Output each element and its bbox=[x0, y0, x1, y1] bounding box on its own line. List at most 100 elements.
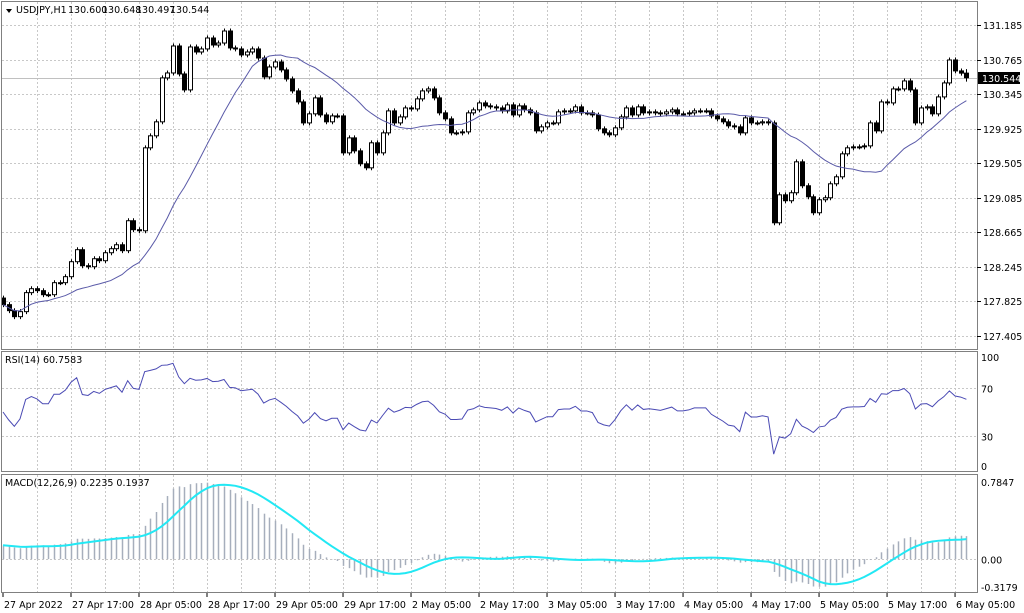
candle[interactable] bbox=[199, 46, 204, 55]
candle[interactable] bbox=[698, 108, 703, 114]
candle[interactable] bbox=[126, 218, 131, 254]
candle[interactable] bbox=[381, 130, 386, 156]
candle[interactable] bbox=[69, 259, 74, 280]
candle[interactable] bbox=[964, 69, 969, 82]
candle[interactable] bbox=[772, 120, 777, 226]
candle[interactable] bbox=[840, 151, 845, 180]
candle[interactable] bbox=[80, 247, 85, 269]
candle[interactable] bbox=[551, 120, 556, 126]
candle[interactable] bbox=[137, 227, 142, 234]
candle[interactable] bbox=[494, 104, 499, 111]
candle[interactable] bbox=[426, 86, 431, 94]
candle[interactable] bbox=[641, 104, 646, 116]
candle[interactable] bbox=[177, 43, 182, 77]
candle[interactable] bbox=[823, 195, 828, 203]
candle[interactable] bbox=[347, 135, 352, 156]
candle[interactable] bbox=[675, 107, 680, 117]
candle[interactable] bbox=[936, 94, 941, 117]
candle[interactable] bbox=[488, 103, 493, 110]
candle[interactable] bbox=[670, 107, 675, 115]
candle[interactable] bbox=[239, 46, 244, 58]
candle[interactable] bbox=[250, 46, 255, 55]
candle[interactable] bbox=[369, 140, 374, 171]
candle[interactable] bbox=[743, 115, 748, 136]
candle[interactable] bbox=[420, 88, 425, 102]
main-price-panel[interactable] bbox=[1, 1, 978, 350]
candle[interactable] bbox=[545, 120, 550, 130]
candle[interactable] bbox=[279, 59, 284, 73]
candle[interactable] bbox=[284, 67, 289, 82]
candle[interactable] bbox=[97, 256, 102, 264]
candle[interactable] bbox=[817, 197, 822, 216]
candle[interactable] bbox=[783, 192, 788, 204]
candle[interactable] bbox=[114, 242, 119, 252]
candle[interactable] bbox=[63, 274, 68, 286]
candle[interactable] bbox=[862, 143, 867, 150]
candle[interactable] bbox=[721, 116, 726, 125]
candle[interactable] bbox=[109, 246, 114, 256]
candle[interactable] bbox=[24, 290, 29, 315]
candle[interactable] bbox=[335, 113, 340, 119]
candle[interactable] bbox=[692, 108, 697, 116]
candle[interactable] bbox=[211, 35, 216, 48]
candle[interactable] bbox=[46, 292, 51, 298]
candle[interactable] bbox=[930, 104, 935, 117]
candle[interactable] bbox=[602, 126, 607, 136]
candle[interactable] bbox=[568, 108, 573, 114]
candle[interactable] bbox=[301, 99, 306, 126]
candle[interactable] bbox=[171, 43, 176, 76]
candle[interactable] bbox=[573, 104, 578, 114]
candle[interactable] bbox=[857, 144, 862, 150]
candle[interactable] bbox=[296, 88, 301, 105]
candle[interactable] bbox=[307, 111, 312, 126]
candle[interactable] bbox=[947, 57, 952, 86]
candle[interactable] bbox=[194, 44, 199, 55]
candle[interactable] bbox=[925, 104, 930, 111]
candle[interactable] bbox=[749, 115, 754, 126]
candle[interactable] bbox=[636, 104, 641, 118]
rsi-panel[interactable] bbox=[1, 351, 978, 472]
candle[interactable] bbox=[460, 129, 465, 136]
candle[interactable] bbox=[658, 110, 663, 117]
candle[interactable] bbox=[233, 45, 238, 52]
candle[interactable] bbox=[222, 28, 227, 46]
candle[interactable] bbox=[165, 70, 170, 81]
candle[interactable] bbox=[896, 86, 901, 92]
candle[interactable] bbox=[324, 112, 329, 125]
candle[interactable] bbox=[732, 123, 737, 130]
candle[interactable] bbox=[318, 95, 323, 118]
candle[interactable] bbox=[539, 124, 544, 134]
candle[interactable] bbox=[959, 68, 964, 76]
candle[interactable] bbox=[432, 86, 437, 101]
candle[interactable] bbox=[800, 159, 805, 189]
triangle-down-icon[interactable] bbox=[6, 9, 12, 13]
candle[interactable] bbox=[358, 148, 363, 167]
candle[interactable] bbox=[52, 280, 57, 298]
candle[interactable] bbox=[806, 183, 811, 200]
candle[interactable] bbox=[653, 109, 658, 116]
candle[interactable] bbox=[29, 286, 34, 296]
candle[interactable] bbox=[556, 109, 561, 126]
candle[interactable] bbox=[953, 57, 958, 74]
candle[interactable] bbox=[188, 44, 193, 93]
candle[interactable] bbox=[755, 120, 760, 126]
candle[interactable] bbox=[834, 174, 839, 187]
candle[interactable] bbox=[267, 64, 272, 80]
candle[interactable] bbox=[120, 242, 125, 254]
candle[interactable] bbox=[760, 119, 765, 126]
candle[interactable] bbox=[443, 110, 448, 122]
candle[interactable] bbox=[86, 263, 91, 270]
candle[interactable] bbox=[919, 105, 924, 126]
candle[interactable] bbox=[624, 105, 629, 120]
candle[interactable] bbox=[477, 100, 482, 113]
candle[interactable] bbox=[851, 144, 856, 151]
candle[interactable] bbox=[913, 87, 918, 126]
candle[interactable] bbox=[131, 218, 136, 233]
candle[interactable] bbox=[483, 100, 488, 109]
candle[interactable] bbox=[58, 280, 63, 286]
candle[interactable] bbox=[182, 71, 187, 93]
candle[interactable] bbox=[766, 119, 771, 126]
candle[interactable] bbox=[613, 125, 618, 138]
candle[interactable] bbox=[879, 99, 884, 134]
